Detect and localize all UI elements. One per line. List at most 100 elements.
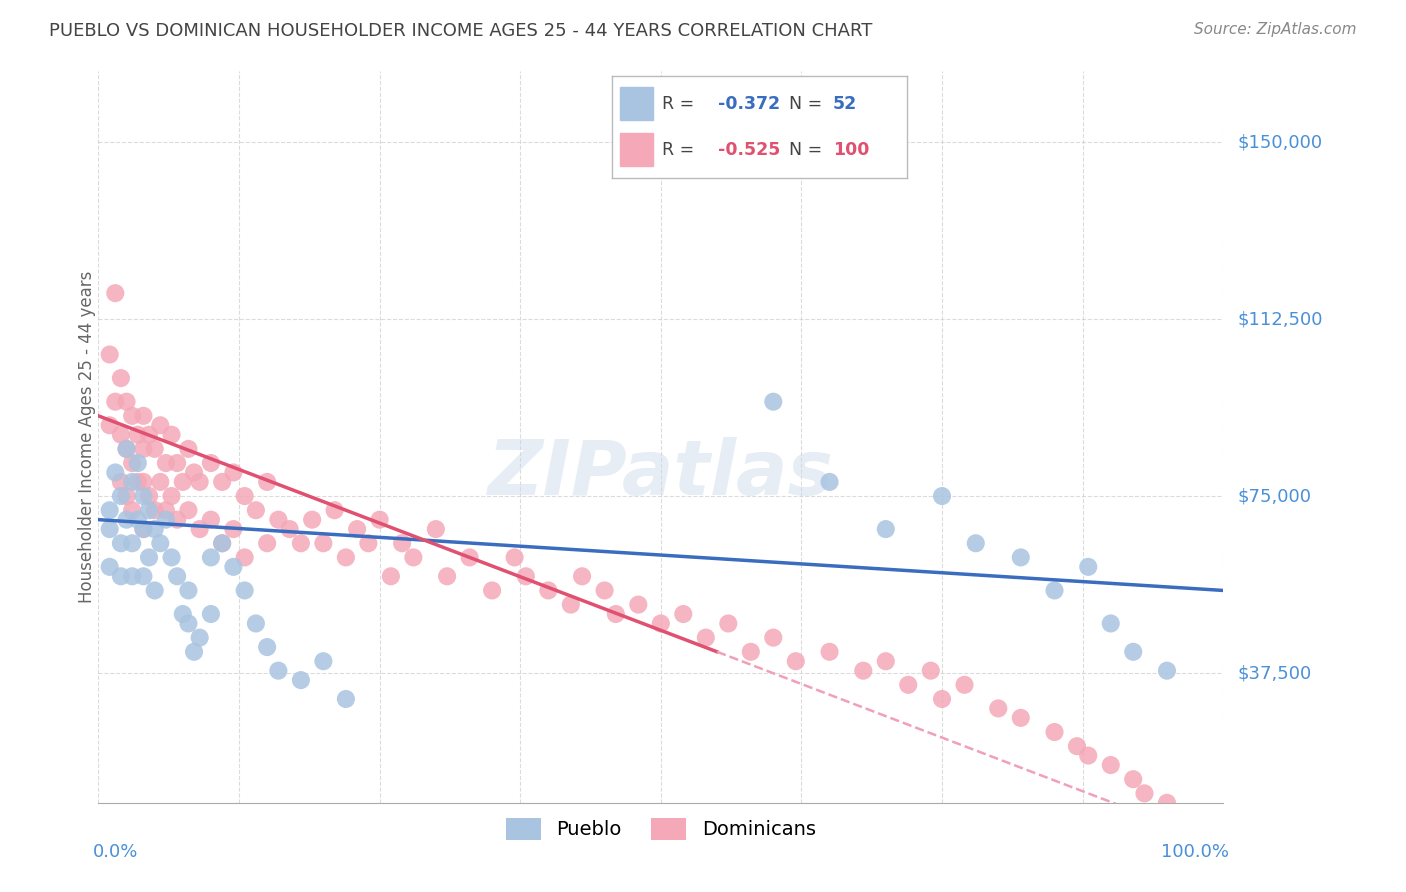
Point — [177, 503, 200, 517]
Point — [537, 583, 560, 598]
Point — [1010, 550, 1032, 565]
Text: ZIPatlas: ZIPatlas — [488, 437, 834, 510]
Point — [211, 475, 233, 489]
Point — [200, 456, 222, 470]
Point — [1066, 739, 1088, 754]
Point — [177, 442, 200, 456]
Point — [1156, 796, 1178, 810]
Point — [110, 475, 132, 489]
Point — [920, 664, 942, 678]
Point — [593, 583, 616, 598]
Point — [211, 536, 233, 550]
Point — [188, 475, 211, 489]
Point — [1189, 819, 1212, 833]
Point — [138, 503, 160, 517]
Point — [987, 701, 1010, 715]
Point — [110, 569, 132, 583]
Point — [110, 371, 132, 385]
Point — [335, 550, 357, 565]
Point — [127, 513, 149, 527]
Point — [143, 583, 166, 598]
Point — [503, 550, 526, 565]
Point — [357, 536, 380, 550]
Point — [183, 466, 205, 480]
Point — [222, 466, 245, 480]
Point — [1099, 758, 1122, 772]
Point — [605, 607, 627, 621]
Point — [650, 616, 672, 631]
Point — [1212, 838, 1234, 853]
Text: $75,000: $75,000 — [1237, 487, 1312, 505]
Point — [323, 503, 346, 517]
Point — [110, 489, 132, 503]
Text: -0.372: -0.372 — [718, 95, 780, 112]
Point — [1122, 772, 1144, 787]
Point — [380, 569, 402, 583]
Point — [121, 475, 143, 489]
Point — [104, 286, 127, 301]
Point — [172, 475, 194, 489]
Text: 0.0%: 0.0% — [93, 843, 138, 861]
Point — [98, 418, 121, 433]
Point — [127, 475, 149, 489]
Point — [160, 550, 183, 565]
Point — [138, 427, 160, 442]
Point — [149, 475, 172, 489]
Point — [245, 503, 267, 517]
Point — [1201, 829, 1223, 843]
Point — [138, 489, 160, 503]
Point — [115, 442, 138, 456]
Point — [160, 489, 183, 503]
Point — [931, 692, 953, 706]
Point — [1043, 725, 1066, 739]
Point — [818, 645, 841, 659]
Point — [200, 550, 222, 565]
Point — [335, 692, 357, 706]
Point — [115, 394, 138, 409]
Point — [290, 673, 312, 687]
Point — [143, 503, 166, 517]
Point — [166, 569, 188, 583]
Point — [132, 442, 155, 456]
Point — [436, 569, 458, 583]
Point — [98, 347, 121, 361]
Point — [138, 550, 160, 565]
Legend: Pueblo, Dominicans: Pueblo, Dominicans — [498, 810, 824, 848]
Point — [200, 607, 222, 621]
Point — [897, 678, 920, 692]
Point — [104, 466, 127, 480]
Point — [155, 503, 177, 517]
Point — [1077, 559, 1099, 574]
Point — [211, 536, 233, 550]
Point — [875, 522, 897, 536]
Point — [233, 583, 256, 598]
Point — [177, 583, 200, 598]
Text: $37,500: $37,500 — [1237, 664, 1312, 682]
Point — [98, 503, 121, 517]
Point — [346, 522, 368, 536]
Point — [818, 475, 841, 489]
Point — [155, 456, 177, 470]
Text: -0.525: -0.525 — [718, 141, 780, 159]
Point — [425, 522, 447, 536]
Bar — [620, 133, 652, 166]
Point — [115, 442, 138, 456]
Point — [245, 616, 267, 631]
Point — [1010, 711, 1032, 725]
Text: 52: 52 — [832, 95, 858, 112]
Point — [481, 583, 503, 598]
Text: $150,000: $150,000 — [1237, 133, 1322, 151]
Point — [256, 475, 278, 489]
Point — [267, 513, 290, 527]
Text: $112,500: $112,500 — [1237, 310, 1323, 328]
Point — [785, 654, 807, 668]
Text: PUEBLO VS DOMINICAN HOUSEHOLDER INCOME AGES 25 - 44 YEARS CORRELATION CHART: PUEBLO VS DOMINICAN HOUSEHOLDER INCOME A… — [49, 22, 873, 40]
Point — [301, 513, 323, 527]
Point — [149, 536, 172, 550]
Point — [183, 645, 205, 659]
Point — [402, 550, 425, 565]
Point — [368, 513, 391, 527]
Point — [132, 475, 155, 489]
Point — [458, 550, 481, 565]
Point — [110, 427, 132, 442]
